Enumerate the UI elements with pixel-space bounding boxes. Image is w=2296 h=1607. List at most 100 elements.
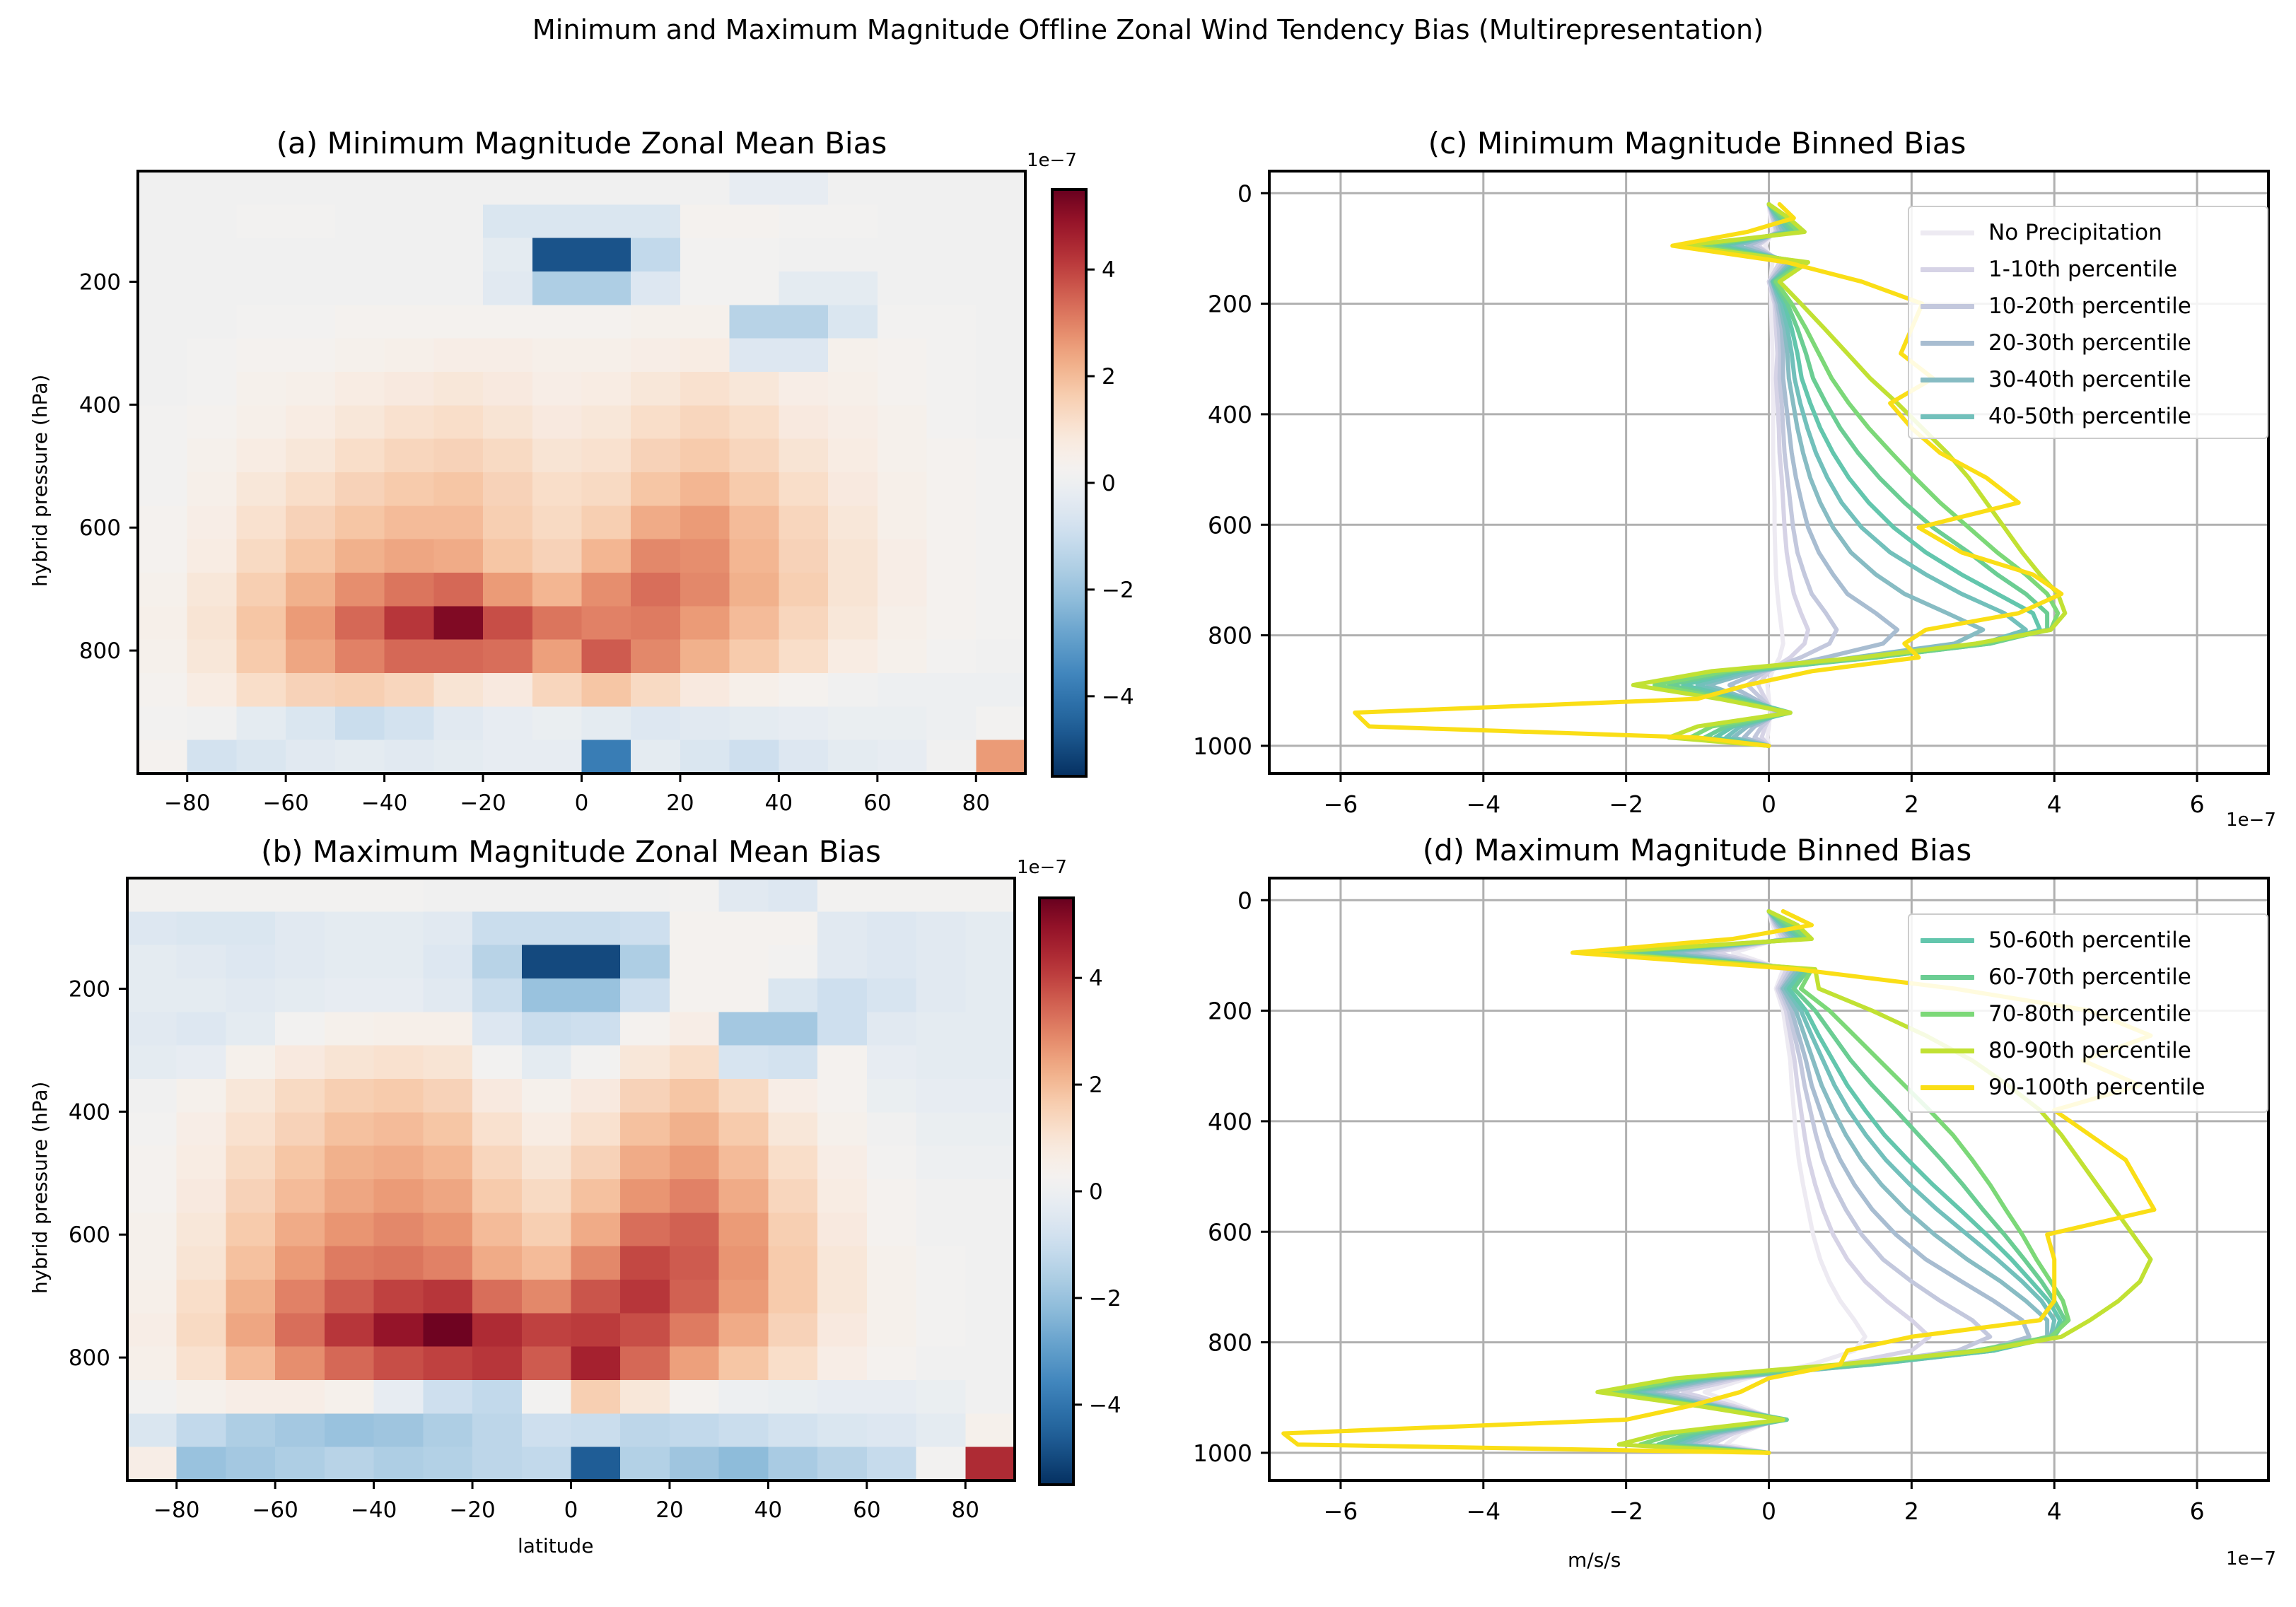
figure-suptitle: Minimum and Maximum Magnitude Offline Zo… [532, 14, 1764, 45]
x-tick-label: 4 [2047, 790, 2062, 818]
y-tick-label: 1000 [1193, 732, 1252, 760]
y-tick-label: 600 [1208, 511, 1252, 539]
x-tick-label: −4 [1466, 790, 1500, 818]
x-tick-label: 6 [2190, 790, 2205, 818]
x-tick-label: 60 [863, 790, 891, 816]
panel-b-offset-text: 1e−7 [1017, 857, 1067, 878]
panel-d-plot: −6 −4 −2 0 2 4 6 0 200 400 600 800 1000 [1193, 877, 2270, 1525]
x-tick-label: −40 [361, 790, 407, 816]
colorbar-tick-label: 2 [1102, 364, 1116, 390]
legend-item[interactable]: 30-40th percentile [1921, 361, 2256, 398]
legend-item[interactable]: 70-80th percentile [1921, 995, 2256, 1032]
colorbar-tick-label: −4 [1102, 684, 1134, 710]
panel-d: (d) Maximum Magnitude Binned Bias m/s/s … [1160, 813, 2296, 1607]
panel-d-xlabel: m/s/s [1568, 1548, 1621, 1572]
legend-label: 1-10th percentile [1988, 257, 2178, 282]
legend-item[interactable]: 40-50th percentile [1921, 398, 2256, 435]
legend-label: 40-50th percentile [1988, 404, 2191, 429]
colorbar-tick-label: 4 [1102, 257, 1116, 283]
legend-label: 80-90th percentile [1988, 1038, 2191, 1063]
x-tick-label: 80 [952, 1497, 979, 1523]
legend-item[interactable]: 10-20th percentile [1921, 288, 2256, 325]
heatmap-cells [127, 878, 1015, 1481]
legend-color-swatch [1921, 1085, 1974, 1090]
panel-c-title: (c) Minimum Magnitude Binned Bias [1428, 126, 1966, 160]
series-group [1353, 201, 2068, 748]
y-tick-label: 200 [1208, 291, 1252, 318]
colorbar-tick-label: 0 [1089, 1179, 1103, 1205]
panel-c-legend[interactable]: No Precipitation 1-10th percentile 10-20th… [1908, 206, 2268, 439]
series-line [1631, 201, 2068, 748]
x-tick-label: 0 [1761, 1497, 1776, 1525]
legend-color-swatch [1921, 303, 1974, 309]
legend-color-swatch [1921, 1011, 1974, 1017]
x-tick-label: −80 [164, 790, 210, 816]
legend-item[interactable]: 50-60th percentile [1921, 922, 2256, 959]
colorbar-tick-label: 4 [1089, 966, 1103, 991]
legend-color-swatch [1921, 937, 1974, 943]
y-tick-label: 200 [79, 269, 121, 295]
x-tick-label: 2 [1904, 790, 1919, 818]
legend-label: 60-70th percentile [1988, 964, 2191, 990]
y-tick-label: 600 [1208, 1218, 1252, 1246]
y-tick-label: 400 [1208, 401, 1252, 428]
x-tick-label: −2 [1609, 790, 1643, 818]
y-tick-label: 800 [1208, 1329, 1252, 1357]
y-tick-label: 600 [69, 1222, 110, 1248]
x-tick-label: −80 [153, 1497, 199, 1523]
legend-item[interactable]: No Precipitation [1921, 214, 2256, 251]
x-tick-label: −60 [262, 790, 308, 816]
legend-color-swatch [1921, 230, 1974, 235]
x-tick-label: 20 [655, 1497, 683, 1523]
x-tick-label: 0 [575, 790, 589, 816]
legend-color-swatch [1921, 377, 1974, 382]
x-tick-label: 2 [1904, 1497, 1919, 1525]
colorbar-tick-label: 0 [1102, 471, 1116, 496]
x-tick-label: 60 [853, 1497, 880, 1523]
x-tick-label: 6 [2190, 1497, 2205, 1525]
legend-color-swatch [1921, 340, 1974, 346]
y-tick-label: 400 [79, 392, 121, 418]
panel-d-title: (d) Maximum Magnitude Binned Bias [1422, 833, 1972, 867]
legend-item[interactable]: 1-10th percentile [1921, 251, 2256, 288]
y-tick-label: 0 [1237, 887, 1252, 914]
colorbar [1051, 188, 1088, 778]
legend-label: 10-20th percentile [1988, 293, 2191, 319]
legend-color-swatch [1921, 974, 1974, 980]
legend-item[interactable]: 80-90th percentile [1921, 1032, 2256, 1069]
panel-b-xlabel: latitude [518, 1534, 594, 1558]
legend-item[interactable]: 90-100th percentile [1921, 1069, 2256, 1106]
panel-a-title: (a) Minimum Magnitude Zonal Mean Bias [276, 126, 887, 160]
panel-b-title: (b) Maximum Magnitude Zonal Mean Bias [261, 834, 881, 869]
x-tick-label: 40 [754, 1497, 782, 1523]
panel-d-legend[interactable]: 50-60th percentile 60-70th percentile 70-8… [1908, 913, 2268, 1113]
panel-c: (c) Minimum Magnitude Binned Bias 1e−7 −… [1160, 0, 2296, 834]
panel-b: (b) Maximum Magnitude Zonal Mean Bias 1e… [0, 799, 1160, 1607]
y-tick-label: 800 [69, 1345, 110, 1371]
panel-a: (a) Minimum Magnitude Zonal Mean Bias 1e… [0, 0, 1160, 820]
y-tick-label: 0 [1237, 180, 1252, 207]
x-tick-label: 0 [1761, 790, 1776, 818]
x-tick-label: 40 [765, 790, 793, 816]
panel-c-offset-text: 1e−7 [2226, 810, 2276, 831]
x-tick-label: −2 [1609, 1497, 1643, 1525]
legend-item[interactable]: 60-70th percentile [1921, 959, 2256, 995]
heatmap-cells [138, 171, 1026, 774]
legend-label: 90-100th percentile [1988, 1075, 2205, 1100]
y-tick-label: 400 [69, 1099, 110, 1125]
colorbar-tick-label: 2 [1089, 1073, 1103, 1098]
x-tick-label: 4 [2047, 1497, 2062, 1525]
y-tick-label: 800 [79, 638, 121, 664]
legend-label: 70-80th percentile [1988, 1001, 2191, 1027]
legend-item[interactable]: 20-30th percentile [1921, 325, 2256, 361]
x-tick-label: 80 [962, 790, 990, 816]
legend-label: 30-40th percentile [1988, 367, 2191, 392]
y-tick-label: 600 [79, 515, 121, 541]
y-tick-label: 400 [1208, 1108, 1252, 1135]
panel-a-offset-text: 1e−7 [1027, 150, 1077, 171]
y-tick-label: 200 [1208, 998, 1252, 1025]
colorbar-tick-label: −4 [1089, 1393, 1121, 1418]
y-tick-label: 200 [69, 976, 110, 1002]
